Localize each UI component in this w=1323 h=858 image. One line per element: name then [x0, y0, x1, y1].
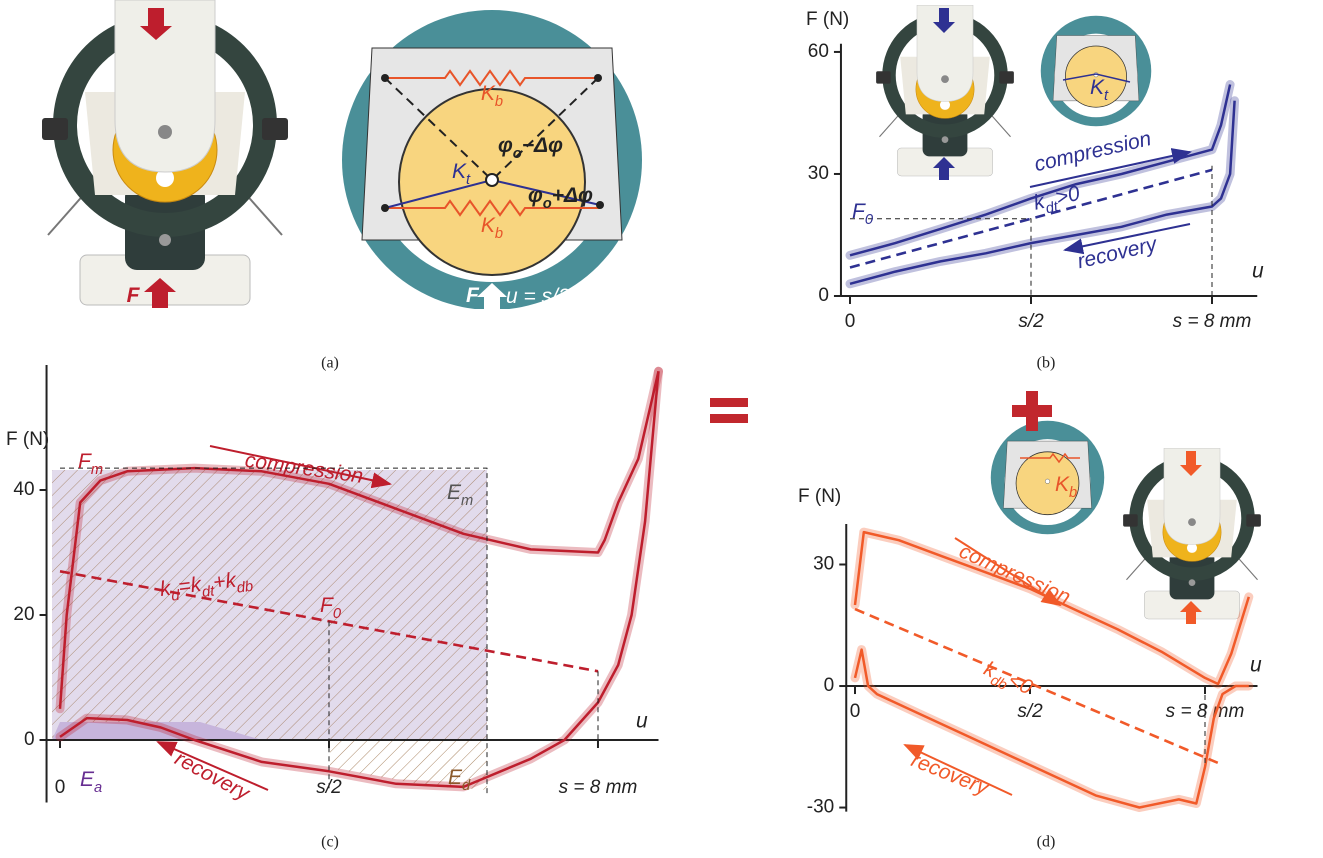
y-tick-label: 30 [813, 554, 834, 575]
energy-hatch [52, 470, 487, 740]
text-run: E [447, 481, 462, 504]
x-tick-label: s/2 [1018, 311, 1044, 332]
text-run: −Δφ [522, 134, 563, 157]
text-run: φ [498, 134, 513, 157]
text-run: <0 [1005, 668, 1037, 699]
y-tick-label: 40 [13, 479, 34, 500]
subscript: 0 [865, 212, 874, 228]
text-run: K [1055, 473, 1070, 496]
pin [381, 74, 389, 82]
y-tick-label: 60 [808, 41, 829, 62]
text-run: F [466, 284, 480, 307]
subscript: m [461, 493, 473, 509]
pin [381, 204, 389, 212]
text-run: u = s/2+Δu [506, 285, 608, 308]
inset-diagram [1041, 16, 1152, 127]
text-run: φ [528, 184, 543, 207]
x-axis-label: u [636, 710, 648, 733]
caption: (c) [321, 834, 339, 851]
text-run: E [448, 766, 463, 789]
text-run: E [80, 768, 95, 791]
force-label: F [466, 284, 480, 307]
displacement-label: u = s/2+Δu [506, 285, 608, 308]
text-run: =k [177, 572, 204, 598]
y-tick-label: 0 [824, 675, 835, 696]
subscript: b [495, 226, 503, 242]
inset-diagram [991, 421, 1104, 534]
x-axis-label: u [1252, 260, 1264, 283]
y-tick-label: 0 [24, 729, 35, 750]
annotation: kdb<0 [978, 657, 1036, 704]
pivot [486, 174, 498, 186]
y-tick-label: -30 [807, 797, 834, 818]
subscript: o [513, 146, 522, 162]
subscript: 0 [333, 606, 342, 622]
text-run: K [452, 160, 467, 183]
equals-sign [710, 398, 748, 407]
y-tick-label: 30 [808, 163, 829, 184]
x-tick-label: s = 8 mm [1173, 311, 1252, 332]
x-tick-label: 0 [845, 311, 856, 332]
subscript: m [91, 462, 103, 478]
x-tick-label: s = 8 mm [559, 777, 638, 798]
equals-sign [710, 414, 748, 423]
photo-device [42, 0, 288, 305]
text-run: K [481, 214, 496, 237]
subscript: o [543, 196, 552, 212]
x-tick-label: 0 [850, 701, 861, 722]
figure: F Kb Kb Kt φo−Δφ φo+Δφ F u = s/2+Δu Kt K… [0, 0, 1323, 858]
subscript: db [236, 579, 254, 597]
y-axis-label: F (N) [806, 9, 849, 30]
subscript: b [495, 94, 503, 110]
y-axis-label: F (N) [798, 486, 841, 507]
x-tick-label: 0 [55, 777, 66, 798]
text-run: +k [212, 568, 239, 594]
text-run: +Δφ [552, 184, 593, 207]
diagram [342, 10, 642, 310]
annotation: F0 [852, 200, 874, 228]
text-run: F [127, 284, 141, 307]
series-label: compression [956, 540, 1074, 609]
pin [594, 74, 602, 82]
y-tick-label: 20 [13, 604, 34, 625]
plus-sign [1026, 391, 1038, 431]
annotation: kdt>0 [1031, 181, 1083, 219]
caption: (d) [1037, 834, 1056, 851]
subscript: b [1069, 485, 1077, 501]
subscript: d [462, 778, 471, 794]
text-run: K [481, 82, 496, 105]
caption: (a) [321, 355, 339, 372]
caption: (b) [1037, 355, 1056, 372]
pin [596, 201, 604, 209]
subscript: a [94, 780, 102, 796]
annotation: Ea [80, 768, 102, 796]
x-tick-label: s/2 [1017, 701, 1043, 722]
y-axis-label: F (N) [6, 429, 49, 450]
x-axis-label: u [1250, 654, 1262, 677]
force-label: F [127, 284, 141, 307]
text-run: K [1090, 76, 1105, 99]
series-label: recovery [908, 748, 993, 800]
y-tick-label: 0 [818, 285, 829, 306]
